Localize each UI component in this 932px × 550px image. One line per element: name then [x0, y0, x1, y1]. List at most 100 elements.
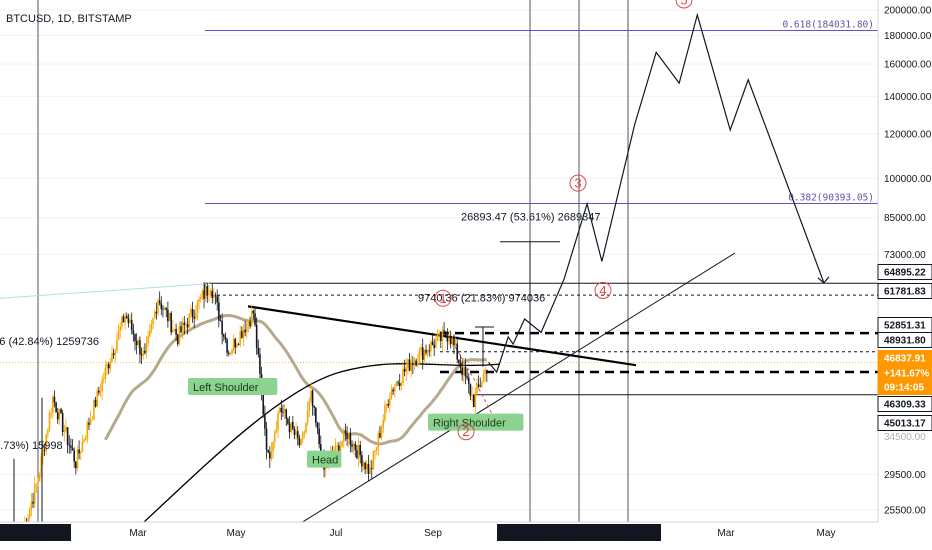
candle-body	[104, 367, 107, 379]
candle-body	[163, 307, 166, 310]
candle-body	[369, 468, 371, 474]
candle-body	[155, 311, 158, 314]
candle-body	[367, 463, 370, 474]
candle-body	[316, 422, 319, 429]
candle-body	[75, 461, 77, 469]
candle-body	[300, 439, 302, 445]
time-tick: Jul	[330, 528, 343, 539]
price-tick-partial: 34500.00	[884, 432, 926, 443]
candle-body	[418, 350, 421, 363]
candle-body	[313, 406, 316, 408]
candle-body	[389, 397, 391, 406]
candle-body	[65, 427, 67, 432]
candle-body	[359, 444, 362, 456]
candle-body	[122, 316, 125, 323]
candle-body	[245, 323, 248, 333]
candle-body	[384, 405, 386, 420]
candle-body	[311, 390, 314, 407]
candle-body	[296, 431, 299, 439]
candle-body	[479, 386, 482, 387]
candle-body	[176, 334, 179, 345]
candle-body	[467, 377, 470, 384]
candle-body	[272, 441, 274, 452]
price-tag: 46837.91	[884, 354, 926, 365]
candle-body	[89, 419, 92, 425]
candle-body	[125, 315, 128, 319]
price-tag: 45013.17	[884, 419, 926, 430]
candle-body	[277, 412, 279, 430]
candle-body	[158, 300, 161, 304]
price-tag-bg	[877, 283, 932, 299]
candle-body	[476, 384, 478, 393]
candle-body	[40, 456, 43, 475]
candle-body	[195, 313, 197, 319]
candle-body	[252, 310, 255, 314]
candle-body	[310, 390, 312, 402]
candle-body	[237, 344, 240, 346]
candle-body	[446, 337, 449, 342]
candle-body	[129, 320, 131, 324]
candle-body	[354, 443, 357, 451]
candle-body	[101, 380, 103, 392]
candle-body	[160, 303, 163, 309]
candle-body	[426, 350, 429, 353]
candle-body	[403, 369, 406, 372]
candle-body	[372, 451, 375, 469]
candle-body	[482, 374, 485, 383]
candle-body	[306, 410, 309, 423]
candle-body	[341, 441, 343, 447]
candle-body	[344, 430, 347, 434]
candle-body	[308, 401, 311, 411]
wave-number: 3	[574, 176, 581, 191]
candle-body	[196, 301, 199, 314]
candle-body	[334, 445, 337, 456]
candle-body	[438, 332, 440, 335]
candle-body	[471, 394, 473, 396]
candle-body	[451, 338, 454, 345]
candle-body	[262, 391, 265, 414]
price-tag: 52851.31	[884, 321, 926, 332]
candle-body	[410, 363, 413, 371]
candle-body	[214, 295, 217, 297]
candle-body	[430, 341, 432, 352]
candle-body	[190, 309, 192, 314]
candle-body	[140, 354, 143, 356]
candle-body	[61, 413, 64, 433]
candle-body	[78, 449, 80, 454]
candle-body	[124, 315, 126, 323]
candle-body	[32, 501, 34, 504]
candle-body	[275, 429, 278, 433]
candle-body	[83, 440, 85, 442]
wave-circle	[675, 0, 693, 9]
candle-body	[130, 320, 133, 331]
candle-body	[407, 359, 409, 368]
candle-body	[362, 462, 365, 467]
candle-body	[259, 354, 261, 374]
price-tag: +141.67%	[884, 369, 929, 380]
candle-body	[374, 450, 376, 452]
price-tag: 09:14:05	[884, 383, 924, 394]
ascending-trendline	[284, 252, 736, 534]
candle-body	[157, 300, 159, 314]
price-tick: 100000.00	[884, 174, 932, 185]
candle-body	[377, 433, 380, 448]
candle-body	[356, 450, 358, 459]
candle-body	[218, 302, 220, 321]
candle-body	[298, 438, 301, 445]
measurement-label: 48.73%) 15998	[0, 440, 63, 452]
candle-body	[247, 321, 250, 324]
measurement-label: 7.36 (42.84%) 1259736	[0, 336, 99, 348]
candle-body	[439, 332, 442, 341]
candle-body	[50, 412, 52, 414]
candle-body	[423, 349, 426, 360]
candle-body	[70, 445, 72, 448]
candle-body	[203, 290, 205, 299]
price-tag-bg	[877, 396, 932, 412]
candle-body	[132, 330, 135, 335]
candle-body	[208, 294, 210, 296]
price-tag-bg	[877, 332, 932, 348]
price-axis[interactable]: 200000.00 180000.00 160000.00 140000.00 1200…	[877, 0, 932, 550]
pattern-label: Head	[312, 455, 338, 467]
